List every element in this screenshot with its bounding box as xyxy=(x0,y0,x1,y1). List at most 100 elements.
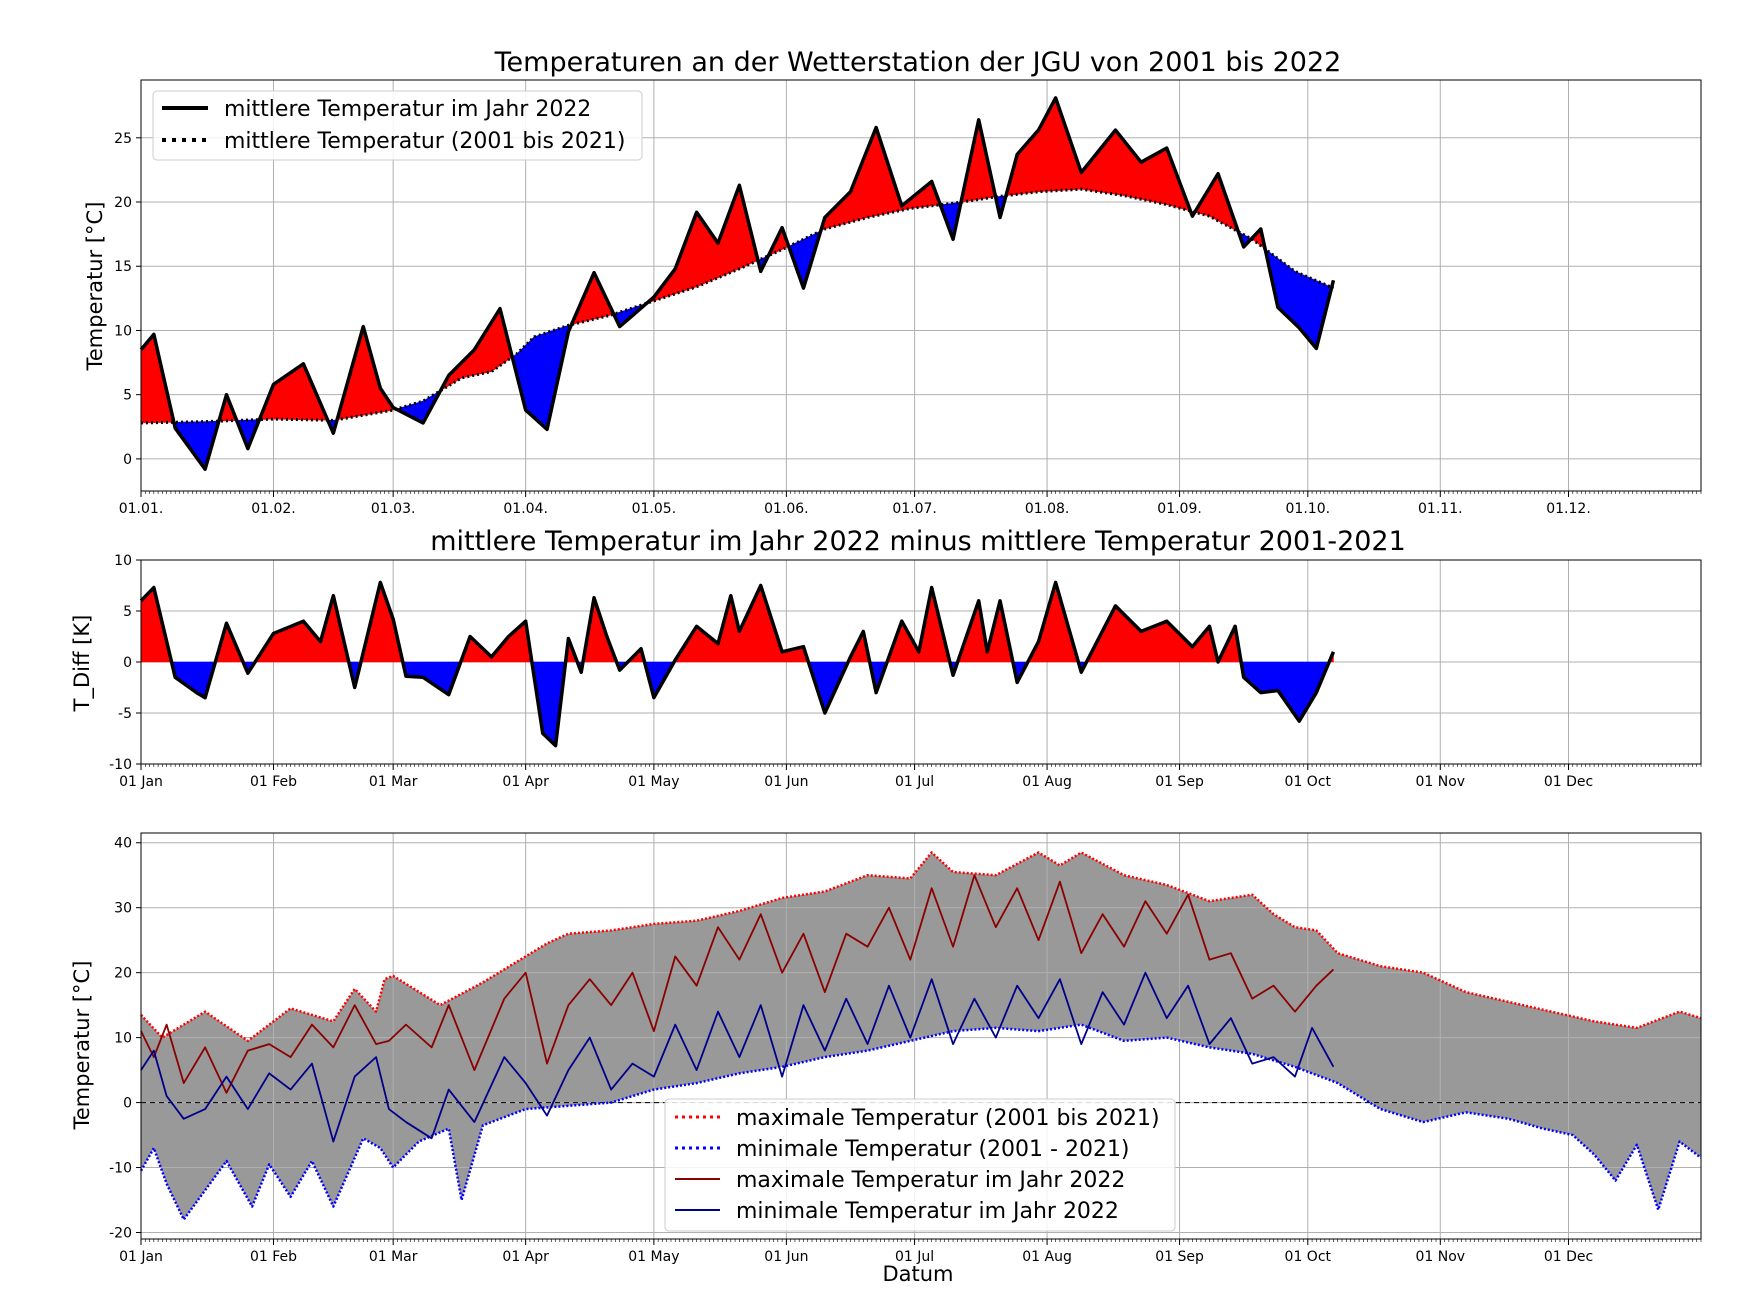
fill-segment-cold xyxy=(538,333,544,427)
fill-segment-warm xyxy=(1102,139,1108,194)
fill-segment-warm xyxy=(1046,105,1052,192)
legend-box xyxy=(152,90,643,161)
x-tick-label: 01 Sep xyxy=(1155,1249,1204,1265)
fill-segment-warm xyxy=(298,363,304,421)
fill-segment-warm xyxy=(696,211,702,288)
fill-segment-warm xyxy=(1140,159,1146,201)
legend-label: minimale Temperatur im Jahr 2022 xyxy=(736,1199,1119,1224)
y-tick-label: -10 xyxy=(109,757,132,773)
x-tick-label: 01 Nov xyxy=(1415,774,1465,790)
y-axis-ticks: 0 5 10 15 20 25 xyxy=(114,131,141,468)
x-gridlines xyxy=(140,80,1570,491)
line-max-2022 xyxy=(140,874,1335,1094)
x-axis-ticks: 01 Jan 01 Feb 01 Mar 01 Apr 01 May 01 Jun 01 J… xyxy=(119,1239,1593,1265)
y-tick-label: 20 xyxy=(114,966,132,982)
plot-frame xyxy=(140,832,1702,1240)
x-tick-label: 01 Jan xyxy=(119,1249,163,1265)
fill-segment-warm xyxy=(1119,609,1125,663)
legend: mittlere Temperatur im Jahr 2022 mittler… xyxy=(152,90,643,161)
fill-segment-warm xyxy=(1127,617,1133,663)
y-tick-label: 0 xyxy=(123,1096,132,1112)
fill-segment-warm xyxy=(1051,97,1056,192)
x-minor-tick-marks xyxy=(140,764,1702,767)
y-axis-label: Temperatur [°C] xyxy=(83,202,107,372)
x-minor-ticks xyxy=(140,1239,1702,1242)
fill-segment-warm xyxy=(1145,627,1150,663)
y-axis-label: T_Diff [K] xyxy=(70,615,95,713)
fill-segment-warm xyxy=(298,620,304,663)
fill-segment-warm xyxy=(277,629,283,663)
fill-segment-warm xyxy=(1119,134,1125,196)
legend-label: maximale Temperatur im Jahr 2022 xyxy=(736,1168,1125,1193)
x-tick-label: 01 Jul xyxy=(895,774,934,790)
legend-label: mittlere Temperatur im Jahr 2022 xyxy=(224,97,591,122)
fill-segment-cold xyxy=(1260,661,1266,693)
x-tick-label: 01.11. xyxy=(1418,501,1463,517)
y-tick-label: 5 xyxy=(123,604,132,620)
fill-segment-warm xyxy=(1153,152,1159,204)
x-tick-label: 01.06. xyxy=(764,501,809,517)
fill-segment-cold xyxy=(196,661,202,696)
fill-segment-warm xyxy=(140,343,146,424)
fill-segment-warm xyxy=(286,626,291,663)
x-tick-label: 01 Sep xyxy=(1155,774,1204,790)
fill-segment-cold xyxy=(1311,278,1317,350)
fill-segment-cold xyxy=(1269,661,1274,692)
x-tick-label: 01.07. xyxy=(892,501,937,517)
fill-segment-cold xyxy=(444,661,450,696)
panel-temperature-difference: -10 -5 0 5 10 01 Jan 01 Feb 01 Mar 01 Apr 01 May… xyxy=(70,526,1702,790)
y-axis-ticks: -20 -10 0 10 20 30 40 xyxy=(109,836,141,1242)
fill-segment-warm xyxy=(1115,129,1121,196)
line-mean-2001-2021 xyxy=(140,187,1335,425)
fill-segment-warm xyxy=(1115,605,1121,663)
y-axis-ticks: -10 -5 0 5 10 xyxy=(109,553,141,773)
fill-segment-warm xyxy=(277,377,283,420)
fill-segment-cold xyxy=(1264,661,1270,693)
series-lines xyxy=(139,851,1702,1221)
x-tick-label: 01.09. xyxy=(1157,501,1202,517)
fill-segment-warm xyxy=(1042,113,1048,192)
fill-segment-warm xyxy=(1029,134,1035,194)
y-tick-label: 10 xyxy=(114,1031,132,1047)
y-tick-label: -10 xyxy=(109,1161,132,1177)
x-tick-label: 01 Feb xyxy=(250,1249,297,1265)
y-tick-label: 20 xyxy=(114,195,132,211)
x-tick-label: 01 Jul xyxy=(895,1249,934,1265)
fill-segment-warm xyxy=(696,625,702,663)
fill-segment-warm xyxy=(1021,143,1027,195)
line-mean-2022 xyxy=(139,96,1336,471)
x-minor-tick-marks xyxy=(140,491,1702,494)
fill-segment-cold xyxy=(414,661,420,678)
fill-segment-warm xyxy=(1149,154,1155,203)
x-axis-label: Datum xyxy=(882,1262,953,1286)
fill-segment-warm xyxy=(1033,129,1039,193)
x-tick-label: 01 Apr xyxy=(502,774,549,790)
fill-segment-warm xyxy=(1153,624,1159,663)
fill-segment-cold xyxy=(1281,261,1287,317)
x-tick-label: 01.01. xyxy=(119,501,164,517)
y-tick-label: 15 xyxy=(114,259,132,275)
fill-segment-warm xyxy=(1025,139,1031,194)
fill-segment-warm xyxy=(144,591,150,663)
fill-segment-warm xyxy=(1123,613,1129,663)
fill-segment-cold xyxy=(550,661,556,747)
fill-segment-warm xyxy=(1038,121,1044,193)
x-tick-label: 01 Dec xyxy=(1544,1249,1593,1265)
x-axis-ticks: 01.01. 01.02. 01.03. 01.04. 01.05. 01.06. 01.0… xyxy=(119,491,1591,517)
fill-segment-cold xyxy=(1286,264,1291,321)
x-tick-label: 01 May xyxy=(628,1249,679,1265)
x-minor-ticks xyxy=(140,764,1702,767)
y-tick-label: 25 xyxy=(114,131,132,147)
fill-segment-warm xyxy=(294,366,300,420)
fill-segment-warm xyxy=(1110,129,1116,195)
x-tick-label: 01 Jun xyxy=(764,774,808,790)
x-tick-label: 01.12. xyxy=(1546,501,1591,517)
legend: maximale Temperatur (2001 bis 2021) mini… xyxy=(664,1098,1176,1232)
x-minor-tick-marks xyxy=(140,1239,1702,1242)
fill-segment-cold xyxy=(409,661,415,678)
x-tick-label: 01.05. xyxy=(632,501,677,517)
y-tick-label: 5 xyxy=(123,388,132,404)
fill-segment-warm xyxy=(1140,629,1146,663)
x-tick-label: 01 May xyxy=(628,774,679,790)
